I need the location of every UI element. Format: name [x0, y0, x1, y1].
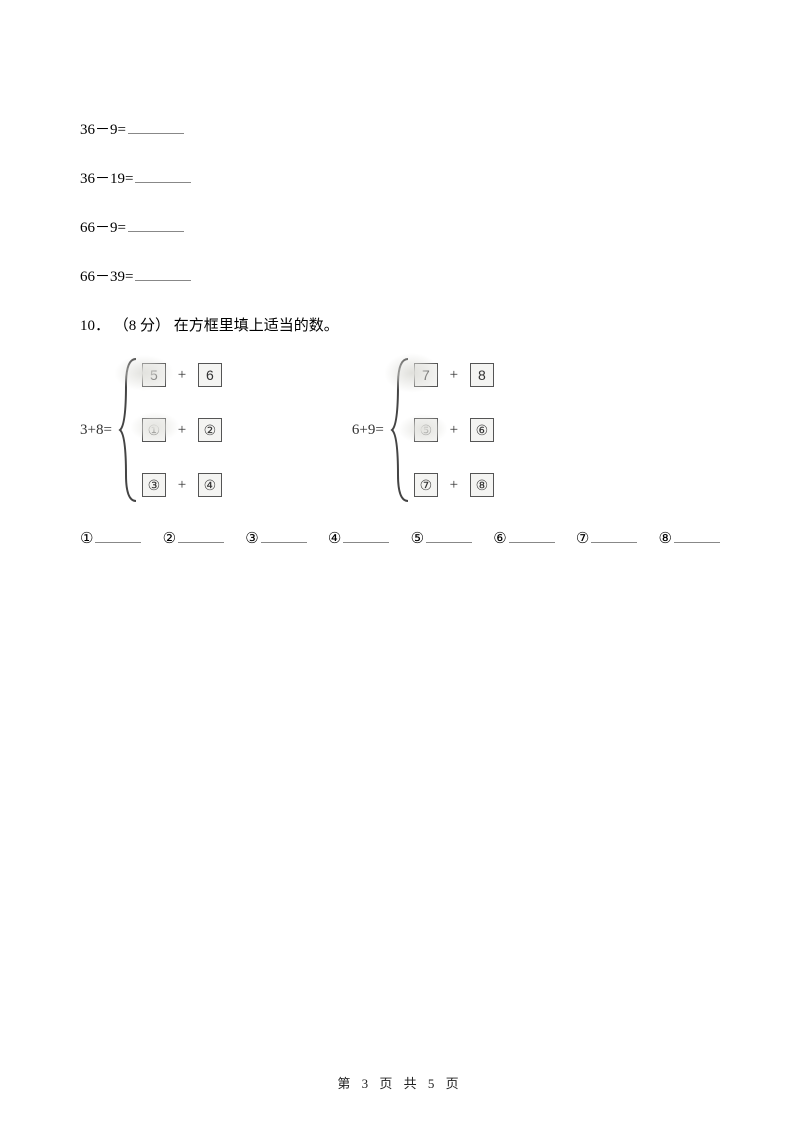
- answer-item: ⑧: [658, 529, 719, 548]
- answer-item: ③: [245, 529, 306, 548]
- answer-blank[interactable]: [509, 529, 555, 543]
- answer-blank[interactable]: [178, 529, 224, 543]
- equation-text: 66－9=: [80, 216, 126, 237]
- plus-sign: +: [448, 422, 460, 439]
- diagram-left: 3+8= 5 + 6 ① + ②: [80, 355, 222, 505]
- answer-item: ①: [80, 529, 141, 548]
- answer-item: ②: [163, 529, 224, 548]
- answer-blank[interactable]: [95, 529, 141, 543]
- box-cell: ②: [198, 418, 222, 442]
- answer-label: ④: [328, 529, 341, 548]
- equation-text: 66－39=: [80, 265, 133, 286]
- lhs-expression: 6+9=: [352, 422, 384, 439]
- brace-row: ⑤ + ⑥: [414, 416, 494, 444]
- answer-label: ②: [163, 529, 176, 548]
- question-prompt: 在方框里填上适当的数。: [174, 318, 339, 334]
- box-cell: 8: [470, 363, 494, 387]
- question-10-header: 10． （8 分） 在方框里填上适当的数。: [80, 314, 720, 335]
- brace-row: 5 + 6: [142, 361, 222, 389]
- box-cell: 7: [414, 363, 438, 387]
- brace-row: ③ + ④: [142, 471, 222, 499]
- plus-sign: +: [448, 367, 460, 384]
- box-cell: ⑦: [414, 473, 438, 497]
- page-footer: 第 3 页 共 5 页: [0, 1073, 800, 1092]
- left-brace-icon: [390, 355, 414, 505]
- brace-rows: 7 + 8 ⑤ + ⑥ ⑦ + ⑧: [414, 355, 494, 505]
- equation-line: 66－9=: [80, 216, 720, 237]
- answer-item: ⑦: [576, 529, 637, 548]
- brace-row: ① + ②: [142, 416, 222, 444]
- brace-row: 7 + 8: [414, 361, 494, 389]
- diagrams-row: 3+8= 5 + 6 ① + ②: [80, 355, 720, 505]
- box-cell: ⑧: [470, 473, 494, 497]
- box-cell: ①: [142, 418, 166, 442]
- brace-group: 7 + 8 ⑤ + ⑥ ⑦ + ⑧: [390, 355, 494, 505]
- box-cell: 5: [142, 363, 166, 387]
- left-brace-icon: [118, 355, 142, 505]
- question-number: 10．: [80, 318, 110, 334]
- equation-line: 36－9=: [80, 118, 720, 139]
- page: 36－9= 36－19= 66－9= 66－39= 10． （8 分） 在方框里…: [0, 0, 800, 1132]
- brace-group: 5 + 6 ① + ② ③ + ④: [118, 355, 222, 505]
- plus-sign: +: [176, 422, 188, 439]
- question-points: （8 分）: [114, 318, 170, 334]
- answer-label: ⑦: [576, 529, 589, 548]
- plus-sign: +: [448, 477, 460, 494]
- lhs-expression: 3+8=: [80, 422, 112, 439]
- blank-underline[interactable]: [128, 218, 184, 232]
- answer-blanks-row: ① ② ③ ④ ⑤ ⑥ ⑦ ⑧: [80, 529, 720, 548]
- box-cell: 6: [198, 363, 222, 387]
- brace-row: ⑦ + ⑧: [414, 471, 494, 499]
- answer-blank[interactable]: [674, 529, 720, 543]
- answer-label: ⑥: [493, 529, 506, 548]
- blank-underline[interactable]: [128, 120, 184, 134]
- answer-label: ③: [245, 529, 258, 548]
- answer-item: ⑤: [411, 529, 472, 548]
- blank-underline[interactable]: [135, 169, 191, 183]
- equation-line: 66－39=: [80, 265, 720, 286]
- answer-blank[interactable]: [261, 529, 307, 543]
- plus-sign: +: [176, 367, 188, 384]
- diagram-right: 6+9= 7 + 8 ⑤ + ⑥: [352, 355, 494, 505]
- brace-rows: 5 + 6 ① + ② ③ + ④: [142, 355, 222, 505]
- equation-text: 36－19=: [80, 167, 133, 188]
- box-cell: ⑥: [470, 418, 494, 442]
- blank-underline[interactable]: [135, 267, 191, 281]
- equation-text: 36－9=: [80, 118, 126, 139]
- answer-item: ④: [328, 529, 389, 548]
- answer-item: ⑥: [493, 529, 554, 548]
- answer-blank[interactable]: [343, 529, 389, 543]
- answer-blank[interactable]: [426, 529, 472, 543]
- box-cell: ③: [142, 473, 166, 497]
- box-cell: ⑤: [414, 418, 438, 442]
- equation-line: 36－19=: [80, 167, 720, 188]
- plus-sign: +: [176, 477, 188, 494]
- answer-label: ⑤: [411, 529, 424, 548]
- answer-label: ①: [80, 529, 93, 548]
- answer-blank[interactable]: [591, 529, 637, 543]
- answer-label: ⑧: [658, 529, 671, 548]
- box-cell: ④: [198, 473, 222, 497]
